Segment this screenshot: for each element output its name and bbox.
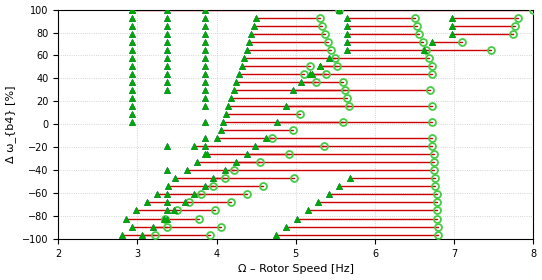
Y-axis label: Δ ω_{b4} [%]: Δ ω_{b4} [%] <box>5 86 16 163</box>
X-axis label: Ω – Rotor Speed [Hz]: Ω – Rotor Speed [Hz] <box>238 264 354 274</box>
